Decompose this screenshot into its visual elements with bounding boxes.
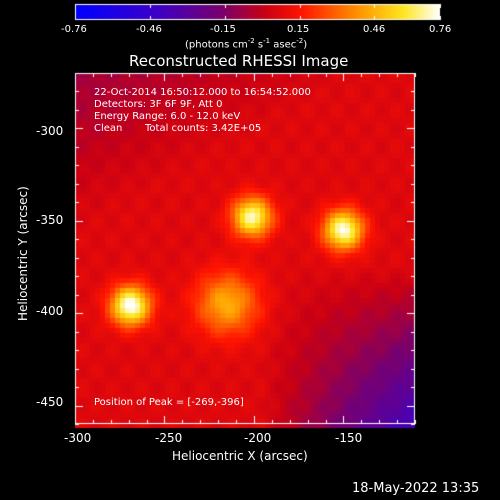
y-tick-label: -350	[36, 213, 64, 227]
y-tick-label: -300	[36, 124, 64, 138]
colorbar-tick: -0.15	[210, 24, 236, 35]
total-counts: Total counts: 3.42E+05	[145, 123, 262, 134]
colorbar-tick: 0.15	[287, 24, 310, 35]
colorbar-tick: -0.76	[61, 24, 87, 35]
energy-range: Energy Range: 6.0 - 12.0 keV	[94, 111, 241, 122]
peak-position: Position of Peak = [-269,-396]	[94, 397, 244, 408]
colorbar-tick: 0.76	[429, 24, 452, 35]
x-tick-label: -200	[244, 431, 272, 445]
x-axis-label: Heliocentric X (arcsec)	[172, 449, 308, 463]
colorbar-tick: 0.46	[363, 24, 386, 35]
detectors-info: Detectors: 3F 6F 9F, Att 0	[94, 99, 223, 110]
y-tick-label: -400	[36, 304, 64, 318]
x-tick-label: -250	[155, 431, 183, 445]
footer-date: 18-May-2022 13:35	[352, 481, 480, 496]
colorbar-tick: -0.46	[136, 24, 162, 35]
time-range: 22-Oct-2014 16:50:12.000 to 16:54:52.000	[94, 87, 311, 98]
plot-title: Reconstructed RHESSI Image	[129, 52, 349, 70]
colorbar-units: (photons cm-2 s-1 asec-2)	[185, 37, 308, 51]
x-tick-label: -150	[335, 431, 363, 445]
y-tick-label: -450	[36, 395, 64, 409]
y-axis-label: Heliocentric Y (arcsec)	[16, 186, 30, 321]
x-tick-label: -300	[64, 431, 92, 445]
clean-method: Clean	[94, 123, 123, 134]
